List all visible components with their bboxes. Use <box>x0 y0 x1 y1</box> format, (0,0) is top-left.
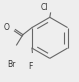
Text: Br: Br <box>8 60 16 69</box>
Text: F: F <box>28 62 32 71</box>
Text: O: O <box>3 23 9 32</box>
Text: Cl: Cl <box>41 3 48 12</box>
